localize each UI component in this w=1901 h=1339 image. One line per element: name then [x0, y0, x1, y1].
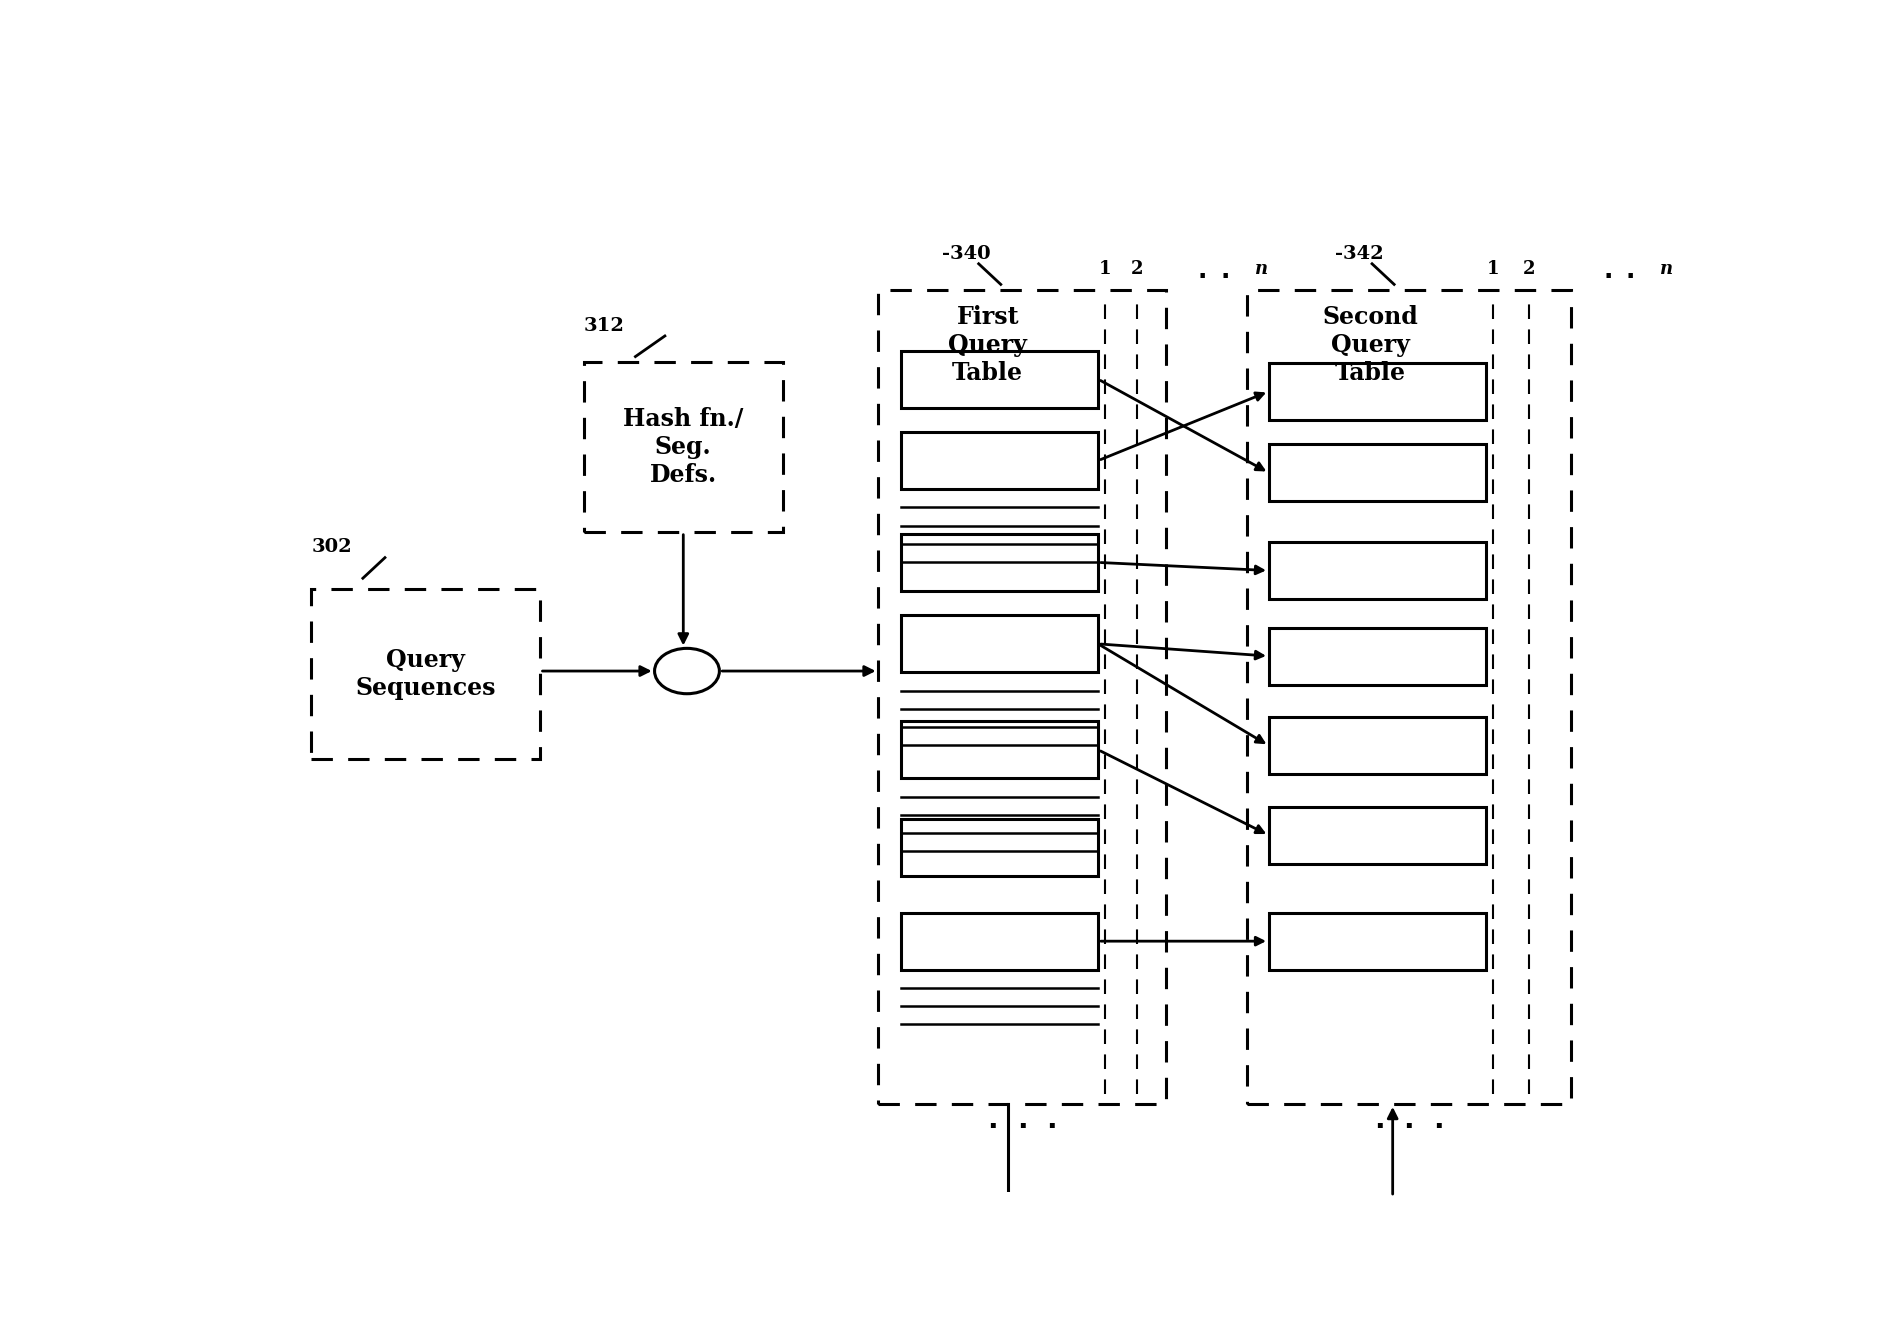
Text: 2: 2 [1523, 260, 1534, 279]
Text: First
Query
Table: First Query Table [949, 305, 1027, 384]
Bar [901, 432, 1099, 489]
Bar [901, 819, 1099, 876]
Bar [1270, 628, 1487, 684]
Text: ·: · [1017, 1113, 1027, 1141]
Text: ·: · [1220, 265, 1230, 289]
Bar [1270, 445, 1487, 501]
Text: Hash fn./
Seg.
Defs.: Hash fn./ Seg. Defs. [624, 407, 743, 486]
Bar [312, 589, 540, 759]
Text: n: n [1660, 260, 1673, 279]
Bar [1247, 289, 1570, 1105]
Text: ·: · [1046, 1113, 1057, 1141]
Bar [901, 913, 1099, 969]
Text: -340: -340 [941, 245, 990, 262]
Text: Second
Query
Table: Second Query Table [1321, 305, 1418, 384]
Text: 2: 2 [1131, 260, 1143, 279]
Text: ·: · [1433, 1113, 1443, 1141]
Bar [1270, 807, 1487, 864]
Bar [584, 362, 783, 532]
Text: ·: · [1403, 1113, 1414, 1141]
Text: 312: 312 [584, 317, 625, 335]
Bar [901, 534, 1099, 590]
Text: 1: 1 [1487, 260, 1500, 279]
Text: n: n [1255, 260, 1268, 279]
Text: 1: 1 [1099, 260, 1112, 279]
Text: Query
Sequences: Query Sequences [355, 648, 496, 699]
Text: ·: · [1198, 265, 1207, 289]
Bar [901, 722, 1099, 778]
Text: ·: · [1603, 265, 1612, 289]
Text: 302: 302 [312, 538, 352, 557]
Text: ·: · [987, 1113, 998, 1141]
Bar [901, 616, 1099, 672]
Bar [878, 289, 1165, 1105]
Text: ·: · [1625, 265, 1635, 289]
Bar [1270, 718, 1487, 774]
Bar [1270, 542, 1487, 599]
Bar [1270, 363, 1487, 420]
Text: ·: · [1374, 1113, 1384, 1141]
Bar [1270, 913, 1487, 969]
Text: -342: -342 [1335, 245, 1384, 262]
Bar [901, 351, 1099, 407]
